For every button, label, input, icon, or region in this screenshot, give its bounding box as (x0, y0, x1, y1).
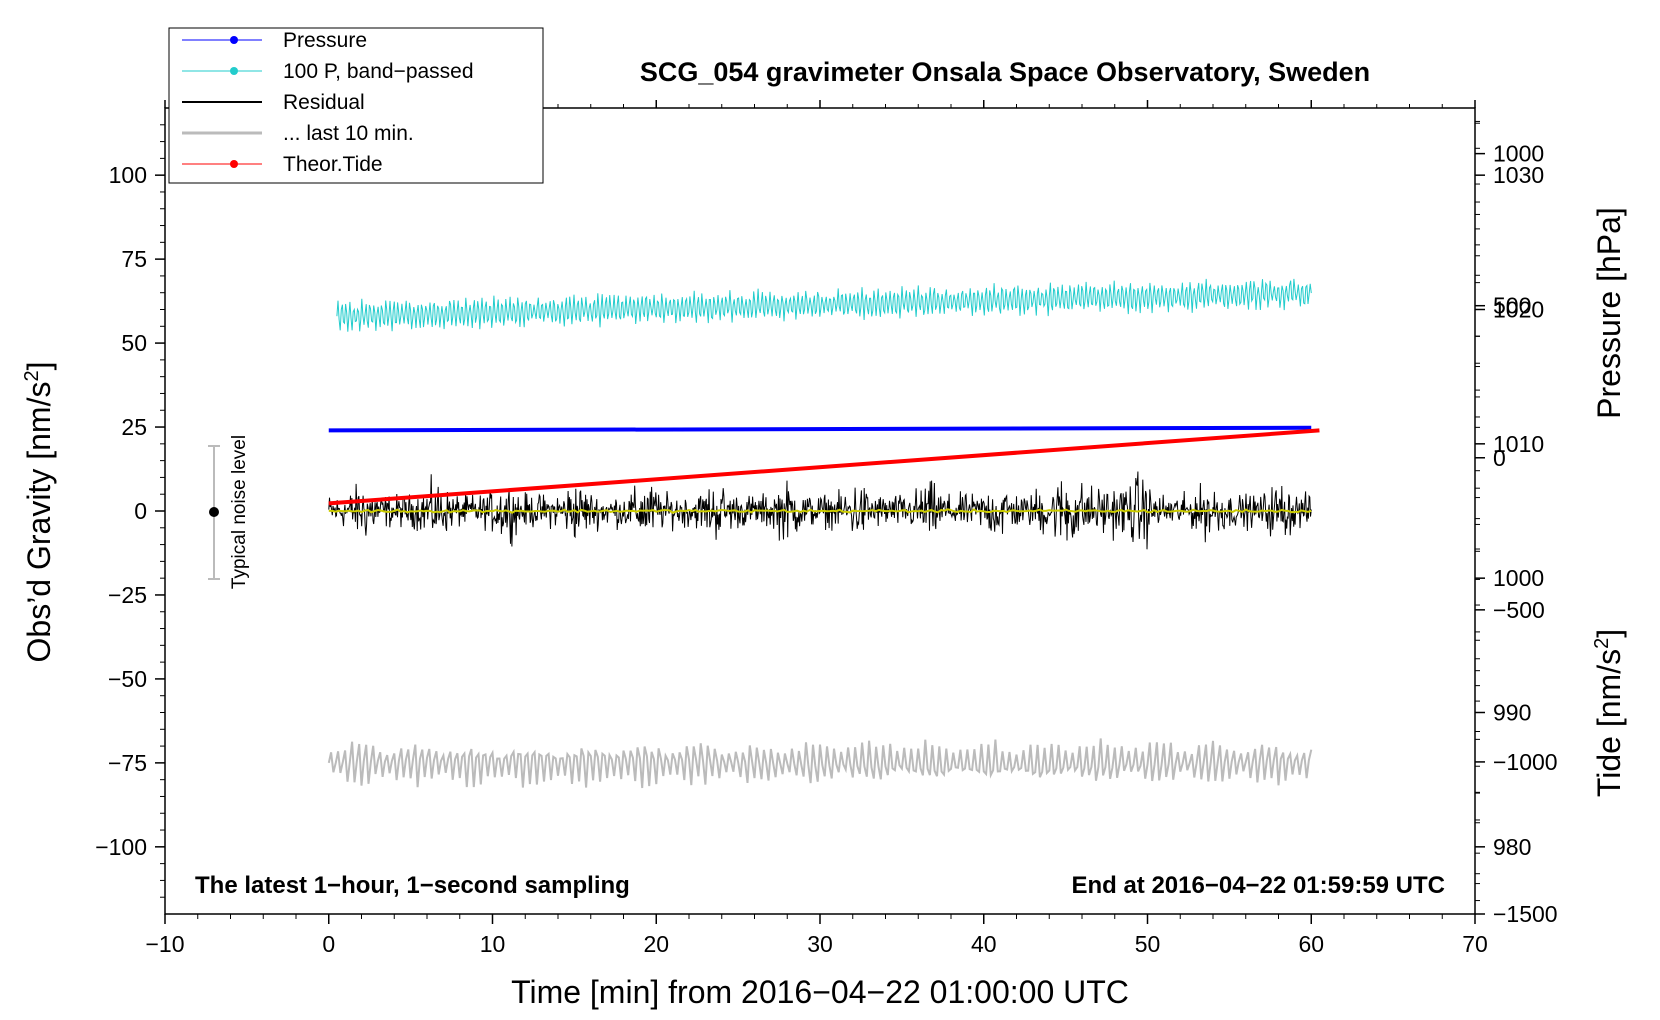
y-pressure-tick-label: 1010 (1493, 431, 1544, 457)
legend-label: Pressure (283, 29, 367, 52)
series-theor-tide (328, 428, 1320, 506)
y-tide-tick-label: 1000 (1493, 141, 1544, 167)
y-left-tick-label: −75 (108, 750, 147, 776)
y-pressure-ticks: 1030 1020 1010 1000 990 980 (1475, 120, 1544, 902)
y-left-tick-label: 75 (121, 246, 147, 272)
legend-label: Residual (283, 91, 365, 114)
y-left-title-main: Obs’d Gravity [nm/s (21, 382, 57, 663)
y-tide-tick-label: 0 (1493, 445, 1506, 471)
x-ticks: −10 0 10 20 30 40 50 60 70 (145, 100, 1488, 957)
y-left-title-end: ] (21, 362, 57, 371)
y-left-title-sup: 2 (21, 370, 43, 381)
x-tick-label: 0 (322, 931, 335, 957)
y-left-tick-label: 100 (109, 162, 147, 188)
series-pressure (328, 425, 1312, 433)
y-pressure-tick-label: 1020 (1493, 297, 1544, 323)
x-tick-label: 70 (1462, 931, 1488, 957)
y-pressure-tick-label: 980 (1493, 834, 1531, 860)
y-left-tick-label: 50 (121, 330, 147, 356)
y-pressure-tick-label: 1030 (1493, 162, 1544, 188)
x-tick-label: 30 (807, 931, 833, 957)
legend-marker (230, 36, 238, 44)
y-left-tick-label: −50 (108, 666, 147, 692)
y-tide-axis-title: Tide [nm/s2] (1591, 629, 1627, 797)
y-tide-tick-label: −1000 (1493, 749, 1558, 775)
legend-label: ... last 10 min. (283, 122, 414, 145)
y-pressure-tick-label: 990 (1493, 700, 1531, 726)
annotation-left: The latest 1−hour, 1−second sampling (195, 872, 630, 899)
x-tick-label: 20 (643, 931, 669, 957)
y-left-tick-label: −100 (95, 834, 147, 860)
y-tide-ticks: 1000 500 0 −500 −1000 −1500 (1475, 122, 1558, 927)
x-tick-label: −10 (145, 931, 184, 957)
y-tide-title-sup: 2 (1591, 638, 1613, 649)
y-tide-title-main: Tide [nm/s (1591, 649, 1627, 797)
noise-indicator: Typical noise level (208, 435, 250, 589)
y-tide-tick-label: 500 (1493, 293, 1531, 319)
series-layer (327, 278, 1320, 789)
x-tick-label: 10 (480, 931, 506, 957)
y-left-ticks: 100 75 50 25 0 −25 −50 −75 −100 (95, 124, 165, 898)
x-tick-label: 50 (1135, 931, 1161, 957)
legend-label: Theor.Tide (283, 153, 383, 176)
x-tick-label: 60 (1298, 931, 1324, 957)
x-axis-title: Time [min] from 2016−04−22 01:00:00 UTC (511, 974, 1129, 1010)
legend-items: Pressure 100 P, band−passed Residual ... la… (182, 29, 474, 176)
y-left-axis-title: Obs’d Gravity [nm/s2] (21, 362, 57, 663)
noise-label: Typical noise level (229, 435, 250, 589)
y-pressure-tick-label: 1000 (1493, 565, 1544, 591)
y-left-tick-label: 25 (121, 414, 147, 440)
legend-label: 100 P, band−passed (283, 60, 474, 83)
annotation-right: End at 2016−04−22 01:59:59 UTC (1071, 872, 1445, 899)
x-tick-label: 40 (971, 931, 997, 957)
legend-marker (230, 160, 238, 168)
y-pressure-axis-title: Pressure [hPa] (1591, 207, 1627, 419)
noise-center-dot (209, 507, 219, 517)
series-last-10-min (327, 738, 1313, 789)
y-tide-tick-label: −500 (1493, 597, 1545, 623)
legend-box (168, 27, 544, 184)
chart-title: SCG_054 gravimeter Onsala Space Observat… (640, 57, 1370, 87)
y-left-tick-label: 0 (134, 498, 147, 524)
series-residual (328, 471, 1312, 550)
y-tide-tick-label: −1500 (1493, 901, 1558, 927)
series-residual-smoothed (328, 508, 1312, 514)
legend: Pressure 100 P, band−passed Residual ... la… (168, 27, 544, 184)
y-left-tick-label: −25 (108, 582, 147, 608)
y-tide-title-end: ] (1591, 629, 1627, 638)
series-pressure-bandpassed (336, 278, 1312, 332)
legend-marker (230, 67, 238, 75)
